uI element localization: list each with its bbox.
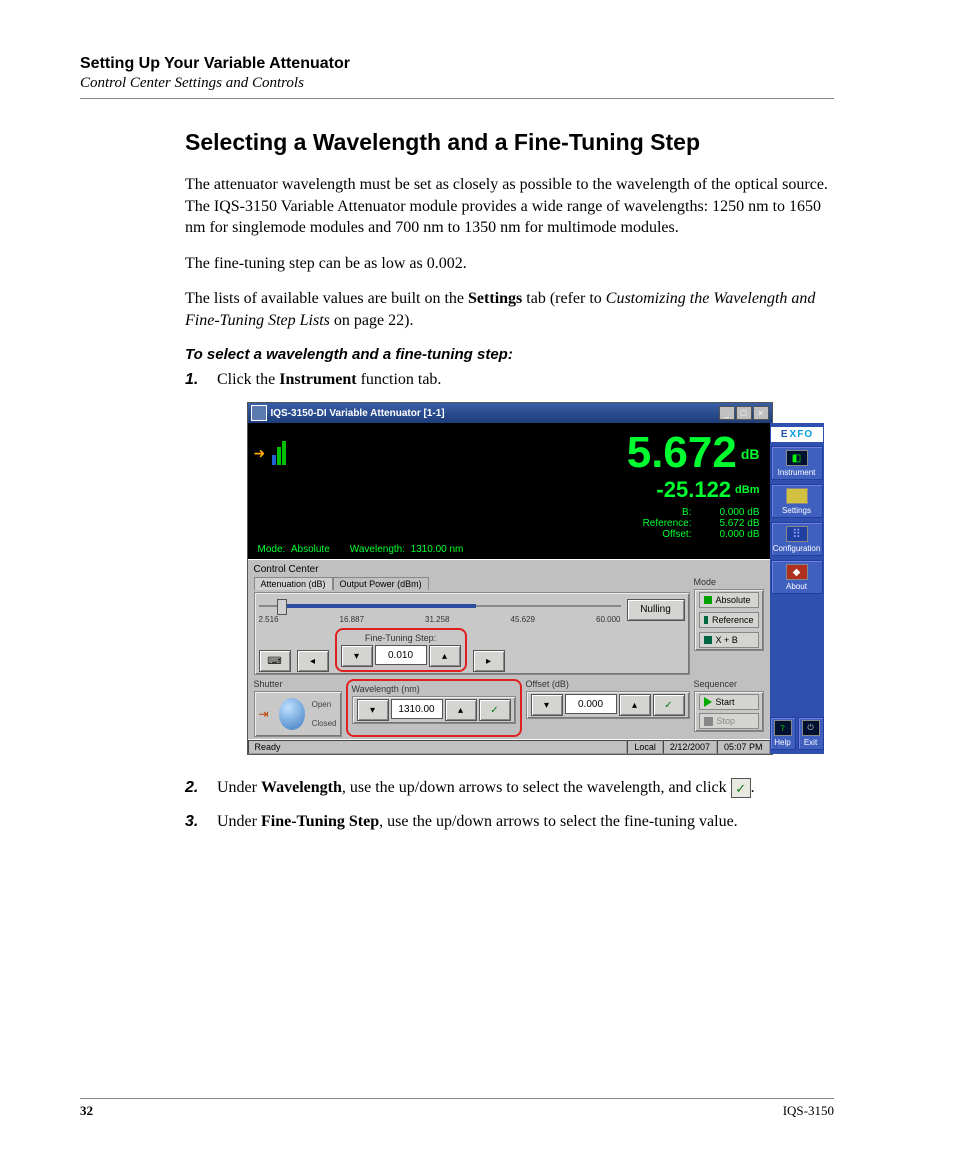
tick-label: 16.887 (340, 615, 364, 624)
tick-label: 45.629 (511, 615, 535, 624)
stop-icon (704, 717, 713, 726)
sequencer-label: Sequencer (694, 679, 764, 689)
mode-xb[interactable]: X + B (699, 632, 759, 648)
section-heading: Selecting a Wavelength and a Fine-Tuning… (185, 129, 834, 156)
wavelength-apply-button[interactable]: ✓ (479, 699, 511, 721)
status-date: 2/12/2007 (663, 740, 717, 754)
wavelength-group-label: Wavelength (nm) (352, 684, 516, 694)
b-value: 0.000 dB (704, 507, 760, 518)
product-id: IQS-3150 (783, 1103, 834, 1119)
offset-apply-button[interactable]: ✓ (653, 694, 685, 716)
step-left-button[interactable]: ◂ (297, 650, 329, 672)
paragraph-1: The attenuator wavelength must be set as… (185, 174, 834, 239)
step-right-button[interactable]: ▸ (473, 650, 505, 672)
task-heading: To select a wavelength and a fine-tuning… (185, 346, 834, 363)
status-local: Local (627, 740, 663, 754)
mode-label: Mode: (258, 544, 286, 555)
fine-step-label: Fine-Tuning Step: (341, 633, 461, 643)
nulling-button[interactable]: Nulling (627, 599, 685, 621)
status-time: 05:07 PM (717, 740, 770, 754)
reference-label: Reference: (632, 518, 692, 529)
shutter-toggle[interactable] (271, 694, 310, 734)
instrument-icon (786, 450, 808, 466)
reference-value: 5.672 dB (704, 518, 760, 529)
mode-reference[interactable]: Reference (699, 612, 759, 628)
about-icon (786, 564, 808, 580)
help-icon: ? (774, 720, 792, 736)
control-center-title: Control Center (254, 564, 764, 575)
b-label: B: (632, 507, 692, 518)
offset-value: 0.000 dB (704, 529, 760, 540)
tab-output-power[interactable]: Output Power (dBm) (333, 577, 429, 590)
configuration-icon (786, 526, 808, 542)
minimize-button[interactable]: _ (719, 406, 735, 420)
mode-group-label: Mode (694, 577, 764, 587)
nav-about[interactable]: About (771, 560, 823, 594)
paragraph-2: The fine-tuning step can be as low as 0.… (185, 253, 834, 275)
shutter-label: Shutter (254, 679, 342, 689)
step-1: 1. Click the Instrument function tab. (185, 369, 834, 391)
mode-value: Absolute (291, 544, 330, 555)
offset-down-button[interactable]: ▾ (531, 694, 563, 716)
exit-icon: ⏻ (802, 720, 820, 736)
sequencer-stop-button[interactable]: Stop (699, 713, 759, 729)
status-ready: Ready (248, 740, 628, 754)
offset-label: Offset: (632, 529, 692, 540)
maximize-button[interactable]: □ (736, 406, 752, 420)
system-menu-icon[interactable] (251, 405, 267, 421)
running-head: Setting Up Your Variable Attenuator (80, 55, 834, 73)
shutter-open-label: Open (312, 700, 337, 709)
keypad-button[interactable]: ⌨ (259, 650, 291, 672)
tick-label: 31.258 (425, 615, 449, 624)
tick-label: 60.000 (596, 615, 620, 624)
attenuation-slider[interactable] (259, 599, 621, 613)
inline-check-icon: ✓ (731, 778, 751, 798)
offset-input[interactable]: 0.000 (565, 694, 617, 714)
tick-label: 2.516 (259, 615, 279, 624)
wavelength-label: Wavelength: (350, 544, 405, 555)
play-icon (704, 697, 712, 707)
nav-help[interactable]: ?Help (770, 717, 796, 750)
mode-absolute[interactable]: Absolute (699, 592, 759, 608)
wavelength-input[interactable]: 1310.00 (391, 699, 443, 719)
fine-step-down-button[interactable]: ▾ (341, 645, 373, 667)
paragraph-3: The lists of available values are built … (185, 288, 834, 331)
window-title: IQS-3150-DI Variable Attenuator [1-1] (271, 408, 719, 419)
exfo-logo: EXFO (771, 427, 823, 442)
attenuator-icon (258, 441, 284, 467)
nav-settings[interactable]: Settings (771, 484, 823, 518)
settings-icon (786, 488, 808, 504)
function-sidebar: EXFO Instrument Settings Configuration A… (770, 423, 824, 754)
nav-instrument[interactable]: Instrument (771, 446, 823, 480)
page-number: 32 (80, 1103, 93, 1119)
app-screenshot: IQS-3150-DI Variable Attenuator [1-1] _ … (247, 402, 773, 755)
window-titlebar[interactable]: IQS-3150-DI Variable Attenuator [1-1] _ … (248, 403, 772, 423)
step-3: 3. Under Fine-Tuning Step, use the up/do… (185, 811, 834, 833)
tab-attenuation[interactable]: Attenuation (dB) (254, 577, 333, 590)
wavelength-down-button[interactable]: ▾ (357, 699, 389, 721)
sequencer-start-button[interactable]: Start (699, 694, 759, 710)
status-bar: Ready Local 2/12/2007 05:07 PM (248, 739, 770, 754)
shutter-closed-label: Closed (312, 719, 337, 728)
close-button[interactable]: × (753, 406, 769, 420)
fine-step-up-button[interactable]: ▴ (429, 645, 461, 667)
offset-group-label: Offset (dB) (526, 679, 690, 689)
nav-configuration[interactable]: Configuration (771, 522, 823, 556)
attenuation-readout: 5.672dB (294, 431, 760, 475)
fine-step-input[interactable]: 0.010 (375, 645, 427, 665)
wavelength-up-button[interactable]: ▴ (445, 699, 477, 721)
step-2: 2. Under Wavelength, use the up/down arr… (185, 777, 834, 799)
display-panel: 5.672dB -25.122dBm B: Reference: Offset:… (248, 423, 770, 559)
nav-exit[interactable]: ⏻Exit (798, 717, 824, 750)
running-sub: Control Center Settings and Controls (80, 75, 834, 99)
offset-up-button[interactable]: ▴ (619, 694, 651, 716)
wavelength-value: 1310.00 nm (411, 544, 464, 555)
output-power-readout: -25.122dBm (294, 477, 760, 503)
